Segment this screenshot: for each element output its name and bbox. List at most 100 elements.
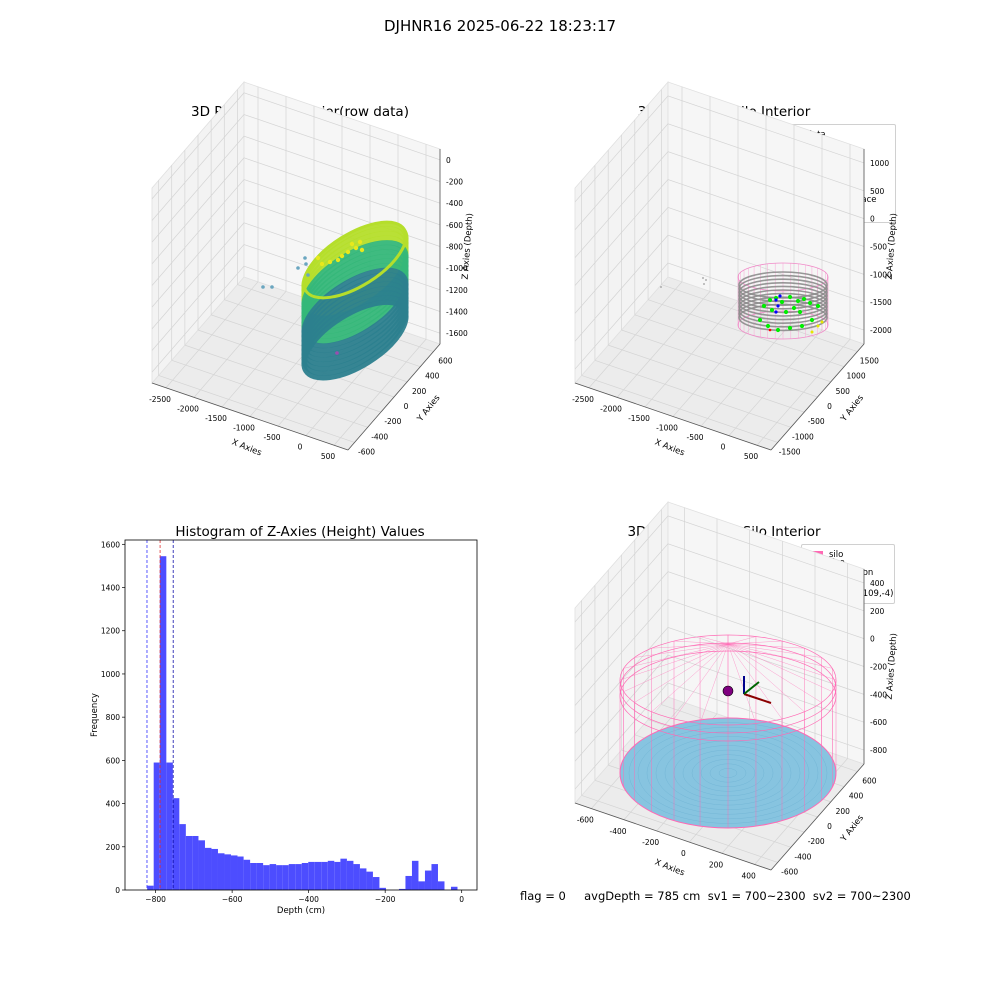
histogram-bar [308,861,315,890]
panel2-point [767,297,773,303]
panel2-y-tick: 0 [827,402,832,411]
histogram-y-tick: 1600 [101,540,120,549]
panel1-point [353,245,359,251]
panel1-point [335,257,341,263]
panel4-z-label: Z Axies (Depth) [885,633,900,700]
panel2-x-tick: -2000 [600,404,622,413]
histogram-bar [359,868,367,890]
panel4-x-label: X Axies [653,857,686,878]
panel4-simulation [619,634,837,829]
panel4-x-tick: -400 [609,827,626,836]
panel1-point [315,255,321,261]
histogram-bar [179,824,186,890]
panel2-point [768,328,772,332]
panel2-grid-z [574,151,865,258]
histogram-bar [372,877,380,890]
panel2-x-label: X Axies [653,437,686,458]
panel2-x-tick: -1500 [628,414,650,423]
histogram-bar [217,853,225,890]
histogram-x-tick: −800 [145,895,166,904]
panel1-z-tick: -1600 [446,329,468,338]
panel1-point [306,273,310,277]
panel1-point [261,285,265,289]
histogram-bar [230,855,238,890]
panel2-point [774,310,778,314]
panel4-axis-y [743,681,760,695]
panel2-silo-top [737,262,829,292]
panel2-z-label: Z Axies (Depth) [885,213,900,280]
panel2-grid-z [574,123,865,231]
histogram-x-tick: −400 [298,895,319,904]
panel2-point [810,330,814,334]
panel1-y-tick: -600 [358,447,375,456]
panel2-point [783,309,789,315]
panel2-point [787,294,793,300]
panel4-silo-spoke [727,643,822,703]
panel1-point [349,241,355,247]
histogram-bar [166,762,173,890]
panel4-grid-z [574,682,865,790]
histogram-bar [295,864,302,890]
histogram-bar [366,871,373,890]
panel1-point [296,266,300,270]
histogram-bar [204,847,212,890]
panel4-grid-y [581,795,778,863]
panel2-z-tick: 1000 [870,159,889,168]
panel2-point [775,327,781,333]
histogram-bar [237,856,244,890]
panel4-silo-spoke [634,643,729,703]
histogram-y-label: Frequency [90,693,100,737]
panel1-z-tick: -400 [446,199,463,208]
panel1-z-tick: -600 [446,221,463,230]
histogram-bar [437,881,445,890]
histogram-x-label: Depth (cm) [277,906,325,916]
panel1-y-tick: -200 [384,417,401,426]
panel1-y-axis [347,343,441,451]
panel4-x-tick: 0 [681,849,686,858]
panel1-x-tick: -2500 [149,395,171,404]
panel4-x-axis [574,802,772,871]
panel1-z-label: Z Axies (Depth) [461,213,476,280]
histogram-bar [411,860,419,890]
histogram-bar [418,881,425,890]
panel1-grid-y [197,329,395,398]
panel2-y-tick: 1000 [847,372,866,381]
panel1-grid-z [151,92,441,200]
panel2-z-tick: 0 [870,215,875,224]
status-footer: flag = 0 avgDepth = 785 cm sv1 = 700~230… [520,889,911,903]
panel4-silo-spoke [727,643,783,720]
panel2-x-axis [574,382,772,451]
histogram-bar [379,887,386,890]
panel4-y-tick: 600 [862,777,877,786]
panel2-point [774,298,778,302]
panel2-inner-wall [738,278,828,307]
histogram-x-tick: 0 [459,895,464,904]
panel2-x-tick: -500 [686,433,703,442]
panel4-silo-spoke [727,643,833,692]
panel1-z-tick: 0 [446,156,451,165]
panel1-point [345,249,351,255]
panel1-x-tick: 0 [298,443,303,452]
panel4-silo-spoke [673,643,729,720]
histogram-bar [301,862,309,890]
panel2-x-tick: -2500 [572,395,594,404]
panel1-z-tick: -800 [446,243,463,252]
panel2-point [705,279,707,281]
panel4-y-tick: 400 [849,792,864,801]
panel4-y-tick: -600 [781,867,798,876]
panel2-point [799,323,805,329]
panel1-grid-z [151,114,441,221]
panel1-point [339,253,345,259]
histogram-bar [211,848,218,890]
panel2-grid-z [574,95,865,203]
panel1-grid-y [158,375,355,443]
panel1-point-cloud [261,220,409,381]
panel2-point [797,309,803,315]
histogram-y-tick: 400 [106,800,121,809]
figure-title: DJHNR16 2025-06-22 18:23:17 [383,17,617,35]
panel2-point [703,283,705,285]
panel2-z-tick: -500 [870,243,887,252]
panel2-inner-wall [738,285,828,314]
histogram-bar [198,840,205,890]
panel2-inner-wall [738,303,828,332]
